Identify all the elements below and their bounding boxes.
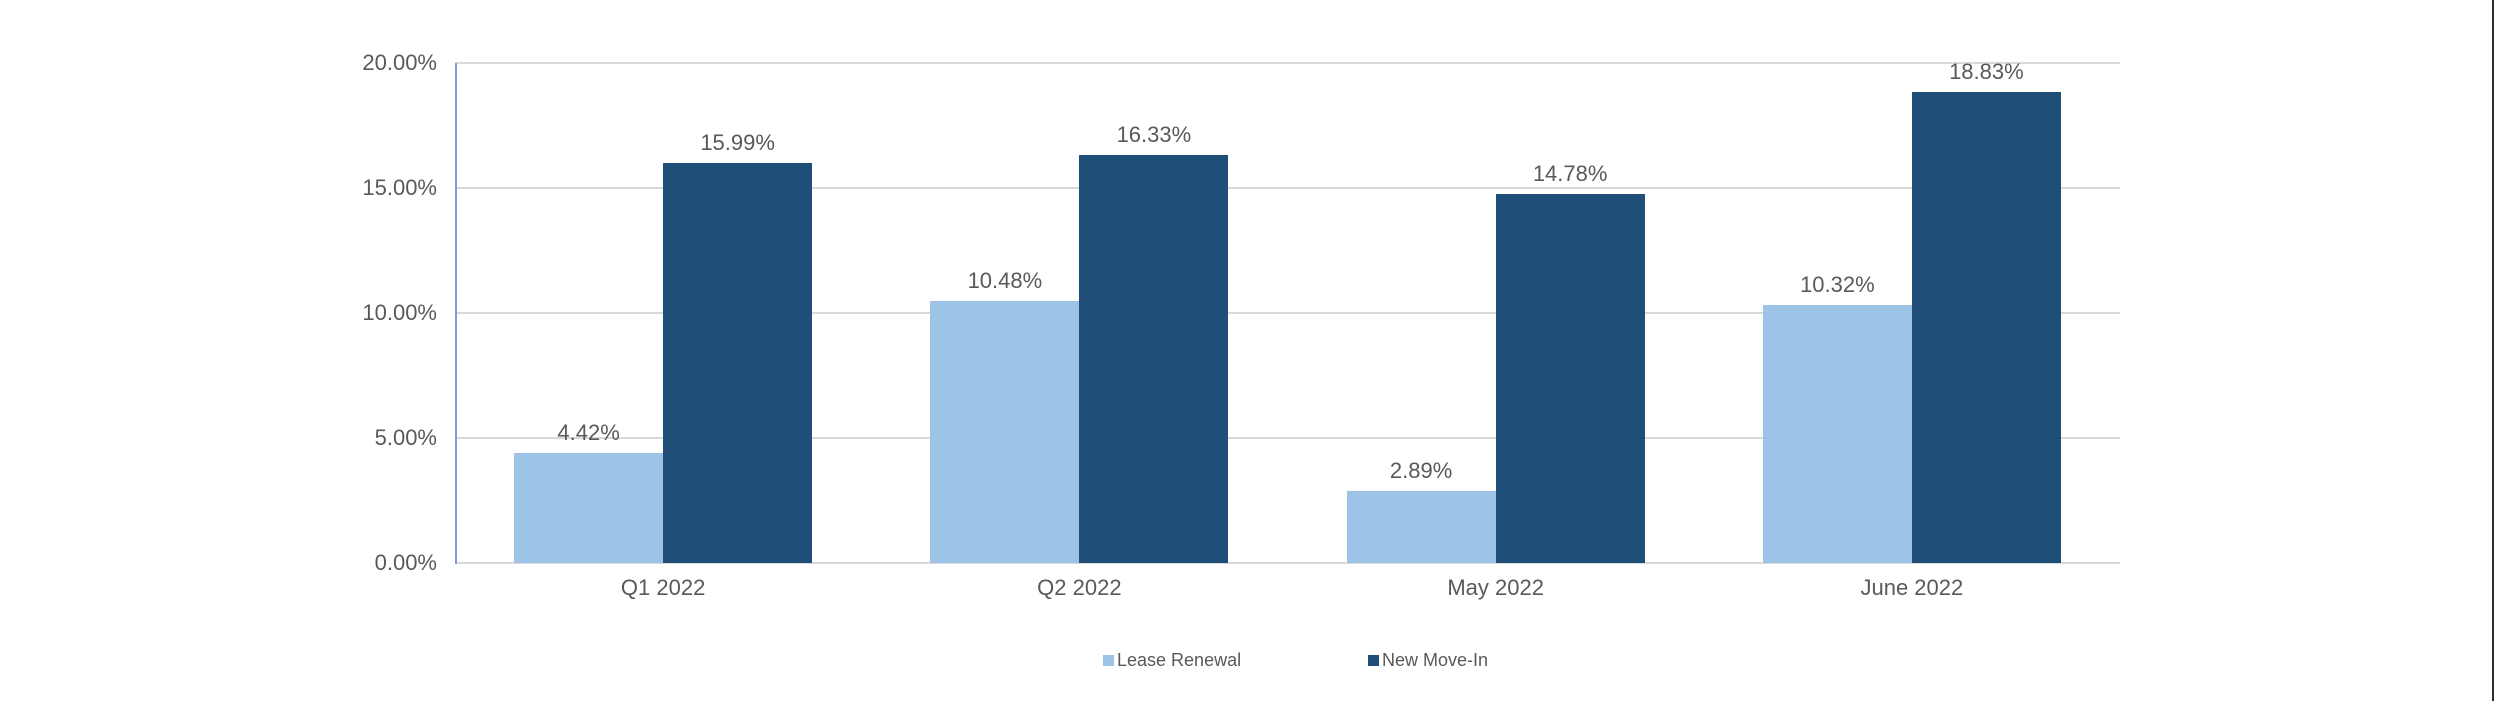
right-edge-border <box>2492 0 2494 701</box>
gridline-20-00 <box>455 62 2120 64</box>
bar-lease-renewal-q2-2022[interactable] <box>930 301 1080 563</box>
bar-value-label: 15.99% <box>700 130 775 156</box>
bar-value-label: 2.89% <box>1389 457 1453 483</box>
bar-value-label: 4.42% <box>557 419 620 445</box>
gridline-0-00 <box>455 562 2120 564</box>
y-axis-line <box>455 63 457 564</box>
x-axis-category-label: May 2022 <box>1447 575 1544 600</box>
gridline-5-00 <box>455 437 2120 439</box>
bar-lease-renewal-q1-2022[interactable] <box>514 452 664 563</box>
legend-swatch-lease-renewal <box>1103 654 1114 666</box>
y-axis-tick-label: 20.00% <box>362 50 437 75</box>
bar-new-move-in-june-2022[interactable] <box>1911 92 2061 563</box>
legend-swatch-new-move-in <box>1368 654 1379 666</box>
y-axis-tick-label: 10.00% <box>362 300 437 325</box>
legend-label: Lease Renewal <box>1117 650 1242 670</box>
legend-item-lease-renewal[interactable]: Lease Renewal <box>1103 647 1241 673</box>
gridline-10-00 <box>455 312 2120 314</box>
bar-value-label: 10.32% <box>1800 272 1875 297</box>
x-axis-category-label: Q1 2022 <box>620 575 706 600</box>
bar-new-move-in-q1-2022[interactable] <box>663 163 813 563</box>
y-axis-tick-label: 0.00% <box>374 550 437 575</box>
bar-lease-renewal-may-2022[interactable] <box>1346 490 1496 563</box>
y-axis-tick-label: 5.00% <box>374 425 437 450</box>
legend-label: New Move-In <box>1382 650 1489 670</box>
y-axis-tick-label: 15.00% <box>362 175 437 200</box>
bar-lease-renewal-june-2022[interactable] <box>1762 305 1912 563</box>
x-axis-category-label: Q2 2022 <box>1037 575 1122 600</box>
bar-new-move-in-q2-2022[interactable] <box>1079 154 1229 563</box>
bar-value-label: 14.78% <box>1532 160 1608 186</box>
x-axis-category-label: June 2022 <box>1860 575 1964 600</box>
bar-value-label: 18.83% <box>1949 59 2024 85</box>
bar-new-move-in-may-2022[interactable] <box>1495 193 1645 563</box>
bar-value-label: 16.33% <box>1116 121 1192 147</box>
gridline-15-00 <box>455 187 2120 189</box>
legend-item-new-move-in[interactable]: New Move-In <box>1368 647 1488 673</box>
bar-value-label: 10.48% <box>967 268 1043 293</box>
